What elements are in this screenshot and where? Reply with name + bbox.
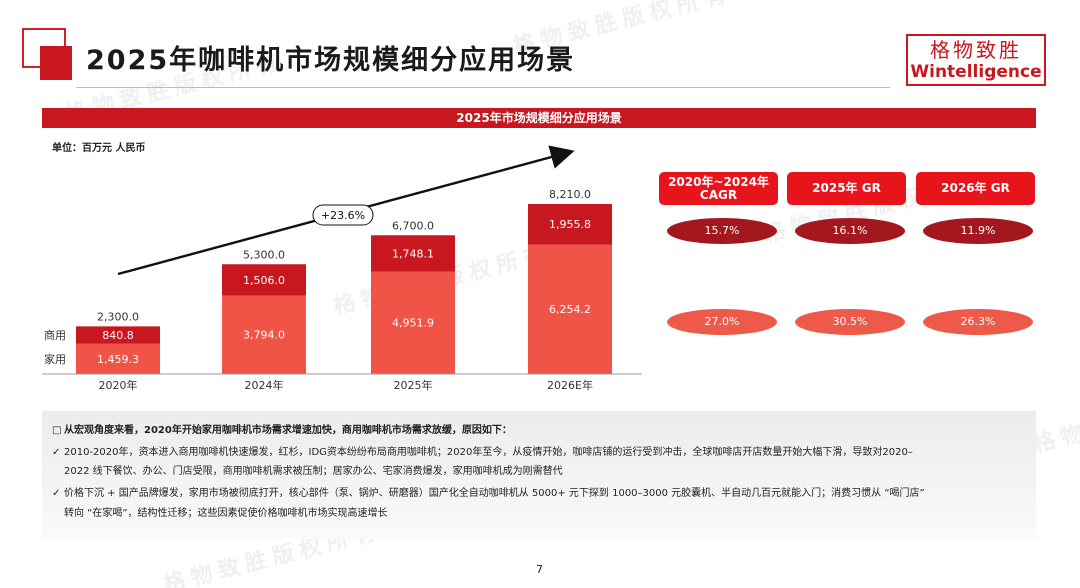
note-bullet-1-line-1: 2010-2020年，资本进入商用咖啡机快速爆发，红杉，IDG资本纷纷布局商用咖… xyxy=(64,447,913,458)
household-value-label: 6,254.2 xyxy=(549,303,591,316)
household-gr-2025: 30.5% xyxy=(795,309,905,335)
household-bar-3 xyxy=(528,244,612,374)
household-value-label: 3,794.0 xyxy=(243,329,285,342)
x-tick-label: 2026E年 xyxy=(547,378,593,392)
commercial-value-label: 840.8 xyxy=(102,329,134,342)
household-cagr-2020-2024: 27.0% xyxy=(667,309,777,335)
x-tick-label: 2020年 xyxy=(99,378,138,392)
check-icon: ✓ xyxy=(52,488,61,499)
note-bullet-1: ✓ 2010-2020年，资本进入商用咖啡机快速爆发，红杉，IDG资本纷纷布局商用… xyxy=(52,443,913,458)
household-bar-1 xyxy=(222,295,306,374)
household-bar-2 xyxy=(371,271,455,374)
page-number: 7 xyxy=(536,563,543,576)
section-banner: 2025年市场规模细分应用场景 xyxy=(42,108,1036,128)
gr-2025-header: 2025年 GR xyxy=(787,172,906,205)
commercial-bar-1 xyxy=(222,264,306,296)
total-value-label: 6,700.0 xyxy=(392,219,434,232)
legend-commercial: 商用 xyxy=(44,328,66,342)
household-value-label: 4,951.9 xyxy=(392,317,434,330)
page-title: 2025年咖啡机市场规模细分应用场景 xyxy=(86,45,576,76)
household-value-label: 1,459.3 xyxy=(97,353,139,366)
logo-chinese-text: 格物致胜 xyxy=(930,38,1022,62)
note-bullet-2-line-1: 价格下沉 + 国产品牌爆发，家用市场被彻底打开，核心部件（泵、锅炉、研磨器）国产… xyxy=(64,488,925,499)
note-bullet-2: ✓ 价格下沉 + 国产品牌爆发，家用市场被彻底打开，核心部件（泵、锅炉、研磨器）国… xyxy=(52,484,925,499)
legend-household: 家用 xyxy=(44,352,66,366)
total-value-label: 5,300.0 xyxy=(243,248,285,261)
note-bullet-2-continued: 转向 “在家喝”，结构性迁移；这些因素促使价格咖啡机市场实现高速增长 xyxy=(52,504,388,519)
total-value-label: 2,300.0 xyxy=(97,310,139,323)
x-tick-label: 2025年 xyxy=(394,378,433,392)
cagr-header-text: 2020年~2024年 CAGR xyxy=(668,174,769,202)
x-tick-label: 2024年 xyxy=(245,378,284,392)
trend-label: +23.6% xyxy=(321,209,365,222)
checkbox-square-icon: □ xyxy=(52,425,62,436)
commercial-bar-3 xyxy=(528,204,612,245)
check-icon: ✓ xyxy=(52,447,61,458)
commercial-value-label: 1,506.0 xyxy=(243,274,285,287)
note-bullet-1-continued: 2022 线下餐饮、办公、门店受限，商用咖啡机需求被压制；居家办公、宅家消费爆发… xyxy=(52,462,563,477)
commercial-bar-2 xyxy=(371,235,455,272)
commercial-cagr-2020-2024: 15.7% xyxy=(667,218,777,244)
wintelligence-logo: 格物致胜 Wintelligence xyxy=(906,34,1046,86)
chart-unit-label: 单位：百万元 人民币 xyxy=(52,143,146,154)
household-gr-2026: 26.3% xyxy=(923,309,1033,335)
commercial-gr-2025: 16.1% xyxy=(795,218,905,244)
trend-label-bubble xyxy=(312,204,374,226)
notes-heading: □ 从宏观角度来看，2020年开始家用咖啡机市场需求增速加快，商用咖啡机市场需求放… xyxy=(52,421,512,436)
commercial-value-label: 1,748.1 xyxy=(392,247,434,260)
commercial-bar-0 xyxy=(76,326,160,344)
commercial-value-label: 1,955.8 xyxy=(549,218,591,231)
title-decoration-block xyxy=(40,46,72,80)
gr-2026-header: 2026年 GR xyxy=(916,172,1035,205)
note-bullet-1-line-2: 2022 线下餐饮、办公、门店受限，商用咖啡机需求被压制；居家办公、宅家消费爆发… xyxy=(64,466,563,477)
commercial-gr-2026: 11.9% xyxy=(923,218,1033,244)
household-bar-0 xyxy=(76,343,160,374)
cagr-2020-2024-header: 2020年~2024年 CAGR xyxy=(659,172,778,205)
analysis-notes: □ 从宏观角度来看，2020年开始家用咖啡机市场需求增速加快，商用咖啡机市场需求放… xyxy=(42,411,1036,539)
notes-heading-text: 从宏观角度来看，2020年开始家用咖啡机市场需求增速加快，商用咖啡机市场需求放缓… xyxy=(64,425,512,436)
note-bullet-2-line-2: 转向 “在家喝”，结构性迁移；这些因素促使价格咖啡机市场实现高速增长 xyxy=(64,508,388,519)
logo-english-text: Wintelligence xyxy=(910,62,1042,82)
title-divider xyxy=(76,87,890,88)
total-value-label: 8,210.0 xyxy=(549,188,591,201)
